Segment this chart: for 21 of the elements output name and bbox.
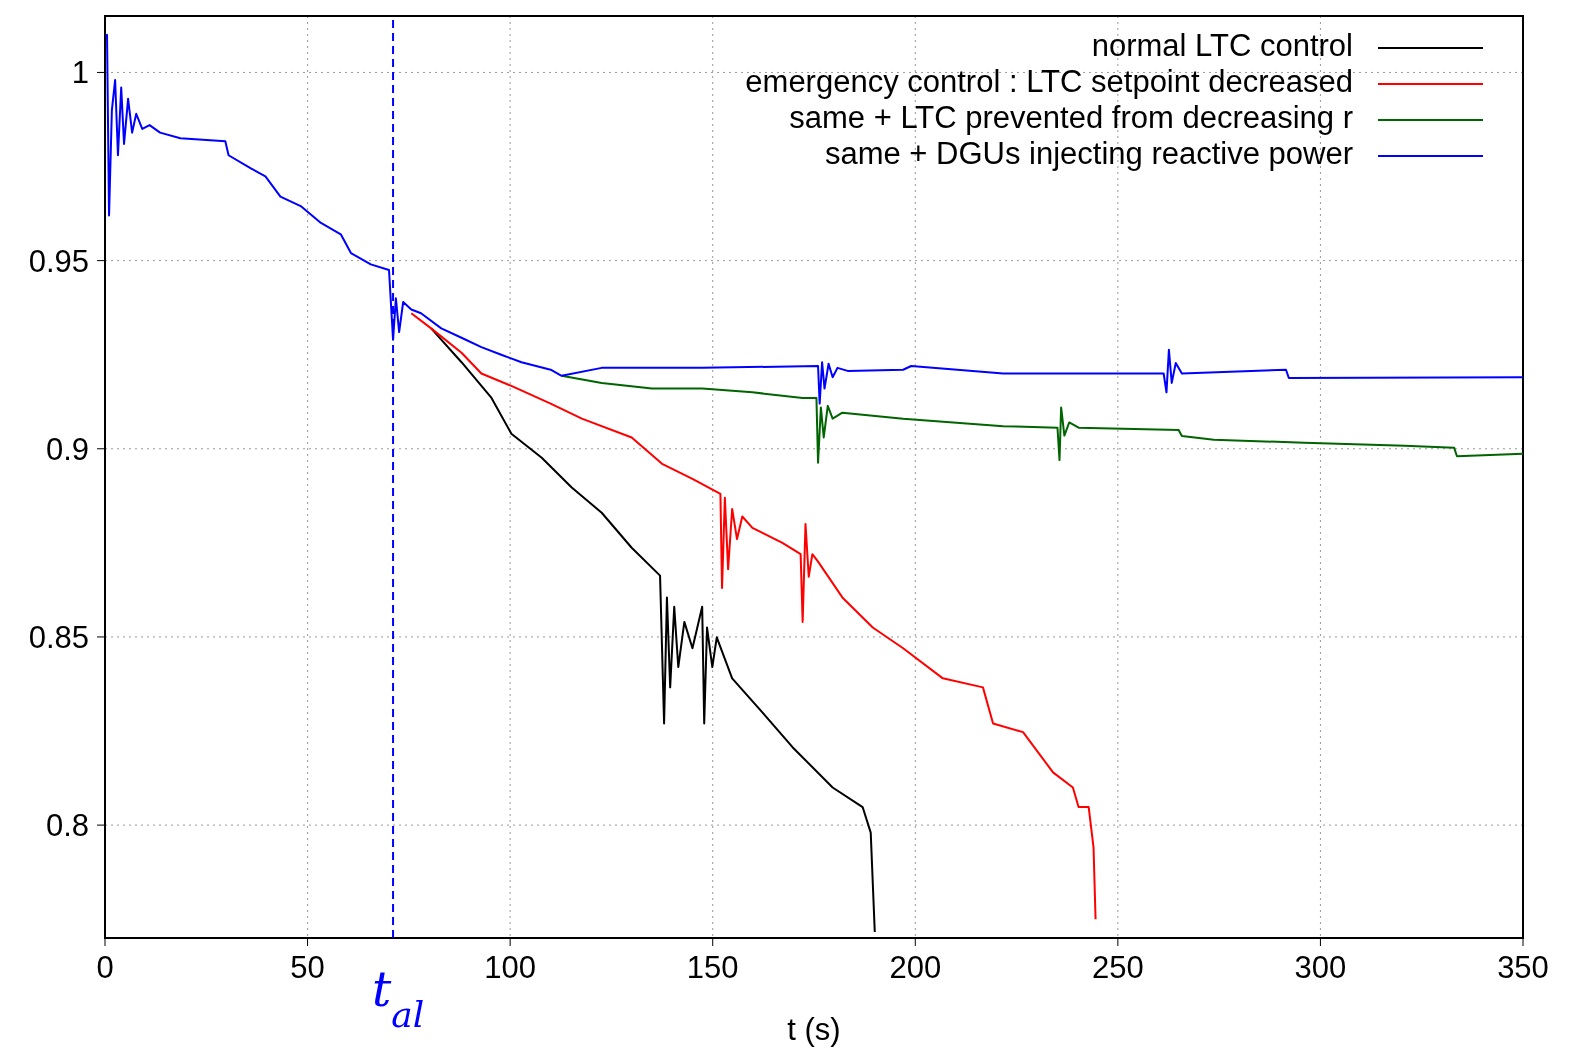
line-series — [560, 374, 1523, 464]
x-tick-label: 0 — [96, 950, 114, 986]
ref-line-label: t$_{al}$ — [371, 961, 425, 1035]
line-series — [410, 312, 1097, 921]
y-tick-label: 0.85 — [28, 619, 89, 655]
y-tick-label: 0.9 — [45, 431, 89, 467]
legend-label: same + LTC prevented from decreasing r — [789, 100, 1353, 136]
x-tick-label: 100 — [484, 950, 537, 986]
y-tick-label: 0.95 — [28, 243, 89, 279]
legend-label: normal LTC control — [1091, 28, 1353, 64]
x-tick-label: 50 — [290, 950, 325, 986]
x-axis-title: t (s) — [787, 1012, 841, 1047]
x-tick-label: 200 — [889, 950, 942, 986]
x-tick-label: 250 — [1091, 950, 1144, 986]
legend-label: emergency control : LTC setpoint decreased — [745, 64, 1353, 100]
y-tick-label: 0.8 — [45, 808, 89, 844]
y-tick-label: 1 — [71, 55, 89, 91]
x-tick-label: 150 — [686, 950, 739, 986]
x-tick-label: 350 — [1497, 950, 1549, 986]
legend-label: same + DGUs injecting reactive power — [824, 136, 1353, 172]
x-tick-label: 300 — [1294, 950, 1347, 986]
